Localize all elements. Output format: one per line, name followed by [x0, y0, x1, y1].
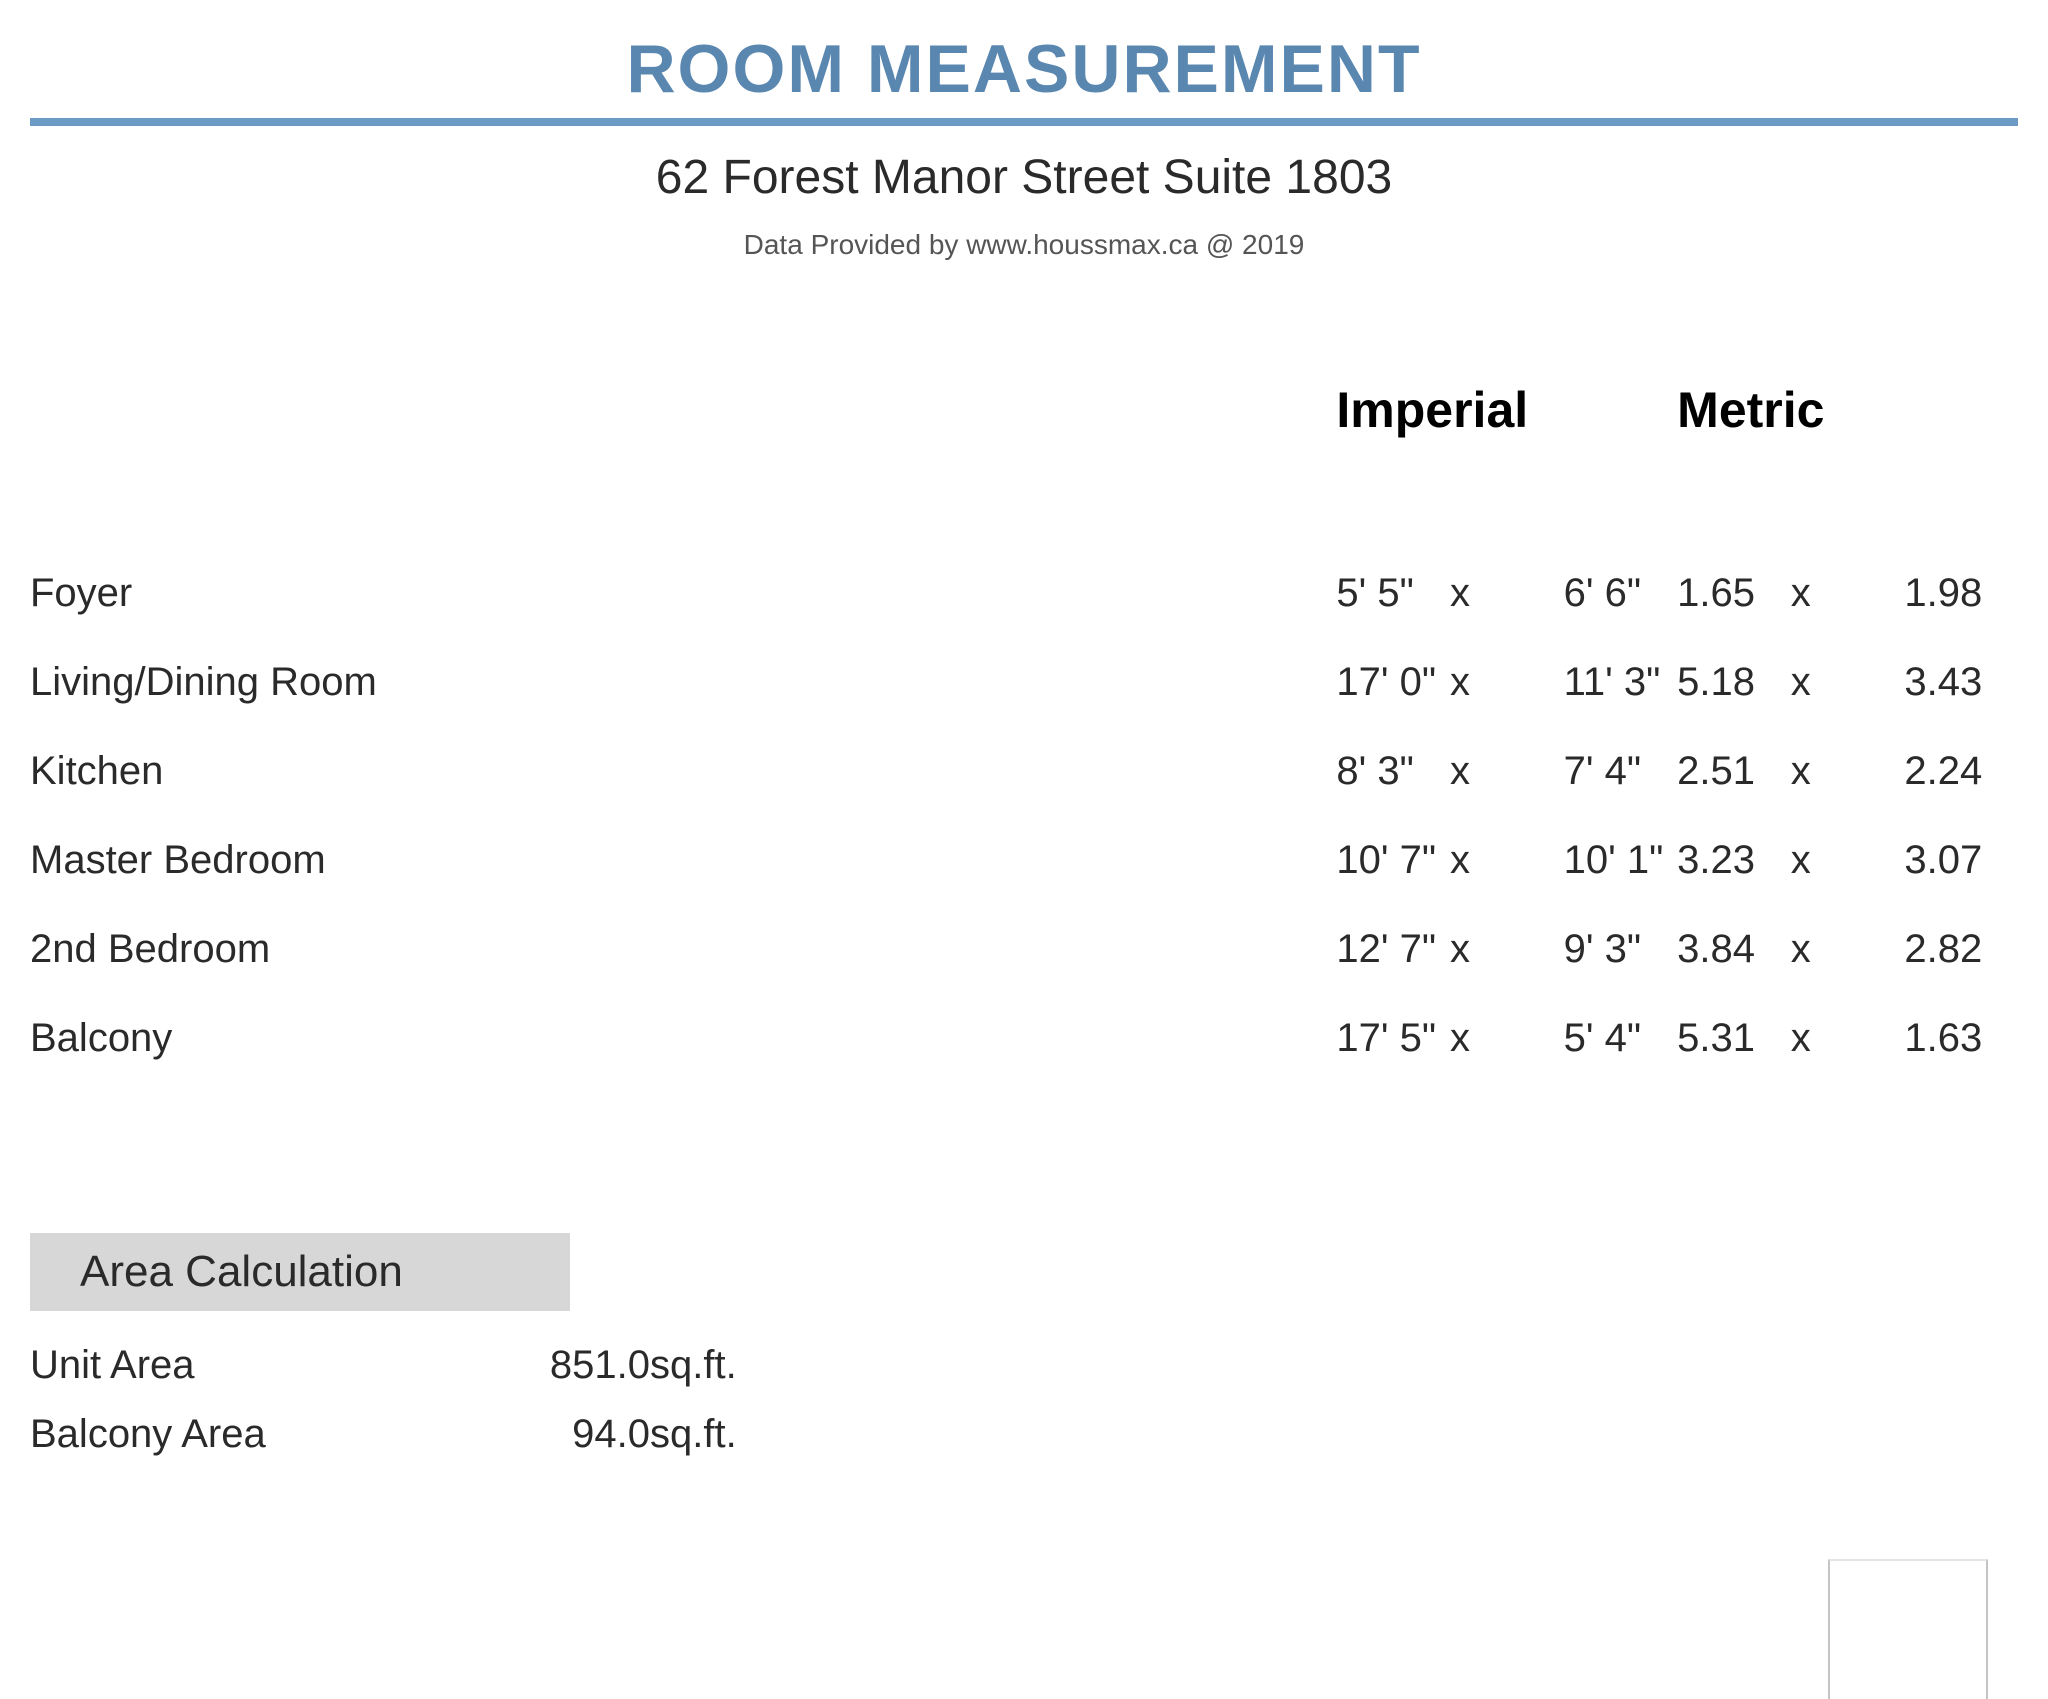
room-name: Balcony [30, 994, 1336, 1083]
imperial-width: 17' 5" [1336, 994, 1450, 1083]
room-name: Living/Dining Room [30, 638, 1336, 727]
table-row: Balcony 17' 5" x 5' 4" 5.31 x 1.63 [30, 994, 2018, 1083]
multiplier: x [1791, 905, 1905, 994]
title-divider [30, 118, 2018, 126]
metric-length: 1.98 [1904, 549, 2018, 638]
imperial-length: 10' 1" [1564, 816, 1678, 905]
area-calculation-heading: Area Calculation [30, 1233, 570, 1311]
multiplier: x [1791, 994, 1905, 1083]
metric-length: 3.43 [1904, 638, 2018, 727]
multiplier: x [1791, 638, 1905, 727]
address-heading: 62 Forest Manor Street Suite 1803 [30, 150, 2018, 205]
imperial-length: 11' 3" [1564, 638, 1678, 727]
area-row: Unit Area 851.0 sq.ft. [30, 1331, 737, 1400]
metric-length: 2.82 [1904, 905, 2018, 994]
data-attribution: Data Provided by www.houssmax.ca @ 2019 [30, 229, 2018, 261]
metric-width: 5.18 [1677, 638, 1791, 727]
multiplier: x [1791, 549, 1905, 638]
imperial-length: 7' 4" [1564, 727, 1678, 816]
column-header-metric: Metric [1677, 381, 2018, 549]
area-value: 851.0 [500, 1331, 650, 1400]
area-unit: sq.ft. [650, 1331, 737, 1400]
multiplier: x [1450, 816, 1564, 905]
multiplier: x [1450, 727, 1564, 816]
area-unit: sq.ft. [650, 1400, 737, 1469]
table-row: Foyer 5' 5" x 6' 6" 1.65 x 1.98 [30, 549, 2018, 638]
room-name: Kitchen [30, 727, 1336, 816]
imperial-width: 12' 7" [1336, 905, 1450, 994]
table-row: 2nd Bedroom 12' 7" x 9' 3" 3.84 x 2.82 [30, 905, 2018, 994]
table-row: Kitchen 8' 3" x 7' 4" 2.51 x 2.24 [30, 727, 2018, 816]
imperial-length: 5' 4" [1564, 994, 1678, 1083]
metric-width: 3.23 [1677, 816, 1791, 905]
multiplier: x [1791, 816, 1905, 905]
area-row: Balcony Area 94.0 sq.ft. [30, 1400, 737, 1469]
room-name: Master Bedroom [30, 816, 1336, 905]
table-header-row: Imperial Metric [30, 381, 2018, 549]
area-label: Unit Area [30, 1331, 500, 1400]
area-label: Balcony Area [30, 1400, 500, 1469]
metric-width: 5.31 [1677, 994, 1791, 1083]
metric-length: 1.63 [1904, 994, 2018, 1083]
room-name: Foyer [30, 549, 1336, 638]
room-name: 2nd Bedroom [30, 905, 1336, 994]
metric-length: 3.07 [1904, 816, 2018, 905]
imperial-width: 5' 5" [1336, 549, 1450, 638]
imperial-length: 6' 6" [1564, 549, 1678, 638]
page-corner-mark [1828, 1559, 1988, 1699]
area-value: 94.0 [500, 1400, 650, 1469]
multiplier: x [1450, 549, 1564, 638]
column-header-imperial: Imperial [1336, 381, 1677, 549]
imperial-width: 17' 0" [1336, 638, 1450, 727]
imperial-width: 10' 7" [1336, 816, 1450, 905]
table-row: Living/Dining Room 17' 0" x 11' 3" 5.18 … [30, 638, 2018, 727]
imperial-width: 8' 3" [1336, 727, 1450, 816]
table-row: Master Bedroom 10' 7" x 10' 1" 3.23 x 3.… [30, 816, 2018, 905]
metric-width: 2.51 [1677, 727, 1791, 816]
imperial-length: 9' 3" [1564, 905, 1678, 994]
multiplier: x [1450, 638, 1564, 727]
area-calculation-section: Area Calculation Unit Area 851.0 sq.ft. … [30, 1233, 2018, 1469]
metric-length: 2.24 [1904, 727, 2018, 816]
multiplier: x [1450, 905, 1564, 994]
multiplier: x [1450, 994, 1564, 1083]
multiplier: x [1791, 727, 1905, 816]
metric-width: 3.84 [1677, 905, 1791, 994]
page-title: ROOM MEASUREMENT [30, 30, 2018, 108]
measurement-table: Imperial Metric Foyer 5' 5" x 6' 6" 1.65… [30, 381, 2018, 1083]
metric-width: 1.65 [1677, 549, 1791, 638]
area-table: Unit Area 851.0 sq.ft. Balcony Area 94.0… [30, 1331, 737, 1469]
